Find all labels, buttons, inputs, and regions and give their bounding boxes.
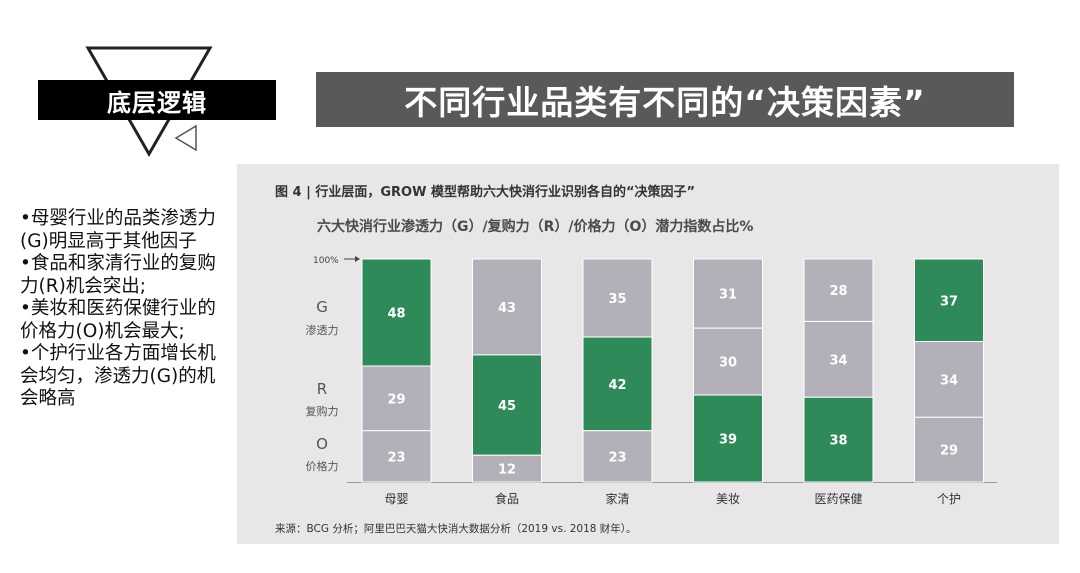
data-label: 48 (387, 307, 405, 322)
data-label: 31 (719, 288, 737, 303)
stacked-bar-chart: 100% 48 29 23 母婴 43 45 12 食品 35 42 23 家清 31 30 39 美妆 28 34… (306, 256, 997, 506)
data-label: 28 (829, 284, 847, 299)
bar-segment (582, 258, 653, 338)
series-label: 复购力 (306, 404, 339, 418)
series-label: 价格力 (306, 459, 339, 473)
bar-segment (361, 258, 432, 367)
series-letter: G (316, 298, 328, 316)
bar-segment (914, 416, 984, 483)
chart-figure: 图 4 | 行业层面，GROW 模型帮助六大快消行业识别各自的“决策因子” 六大… (237, 164, 1059, 544)
note-item: •个护行业各方面增长机会均匀，渗透力(G)的机会略高 (20, 343, 216, 409)
bar-segment (803, 396, 874, 483)
bar-segment (693, 394, 763, 483)
bar-segment (693, 327, 763, 396)
notes-panel: •母婴行业的品类渗透力(G)明显高于其他因子 •食品和家清行业的复购力(R)机会… (20, 208, 220, 411)
section-badge: 底层逻辑 (38, 80, 276, 120)
category-label: 医药保健 (814, 492, 862, 506)
note-item: •母婴行业的品类渗透力(G)明显高于其他因子 (20, 208, 216, 252)
data-label: 29 (940, 444, 958, 459)
bar-segment (472, 454, 542, 483)
data-label: 34 (940, 373, 958, 388)
figure-source: 来源：BCG 分析；阿里巴巴天猫大快消大数据分析（2019 vs. 2018 财… (275, 523, 637, 535)
note-item: •美妆和医药保健行业的价格力(O)机会最大; (20, 298, 216, 342)
figure-title: 图 4 | 行业层面，GROW 模型帮助六大快消行业识别各自的“决策因子” (275, 185, 696, 200)
category-label: 美妆 (716, 492, 740, 506)
bar-segment (914, 341, 984, 418)
top-marker-arrowhead (355, 256, 360, 262)
data-label: 45 (498, 399, 516, 414)
data-label: 34 (829, 353, 847, 368)
series-label: 渗透力 (306, 323, 339, 337)
page-title: 不同行业品类有不同的“决策因素” (316, 72, 1014, 127)
series-letter: O (316, 435, 328, 453)
note-item: •食品和家清行业的复购力(R)机会突出; (20, 253, 216, 297)
bar-segment (803, 258, 874, 322)
bar-segment (803, 320, 874, 398)
chart-title: 六大快消行业渗透力（G）/复购力（R）/价格力（O）潜力指数占比% (317, 219, 754, 235)
bar-segment (582, 336, 653, 432)
data-label: 39 (719, 433, 737, 448)
category-label: 食品 (495, 491, 519, 506)
data-label: 30 (719, 356, 737, 371)
data-label: 42 (608, 378, 626, 393)
data-label: 43 (498, 301, 516, 316)
bar-segment (914, 258, 984, 343)
data-label: 35 (608, 292, 626, 307)
category-label: 个护 (937, 492, 961, 506)
data-label: 12 (498, 463, 516, 478)
top-marker-label: 100% (313, 256, 339, 266)
category-label: 母婴 (384, 492, 408, 506)
data-label: 23 (608, 450, 626, 465)
data-label: 37 (940, 294, 958, 309)
category-label: 家清 (605, 491, 629, 506)
data-label: 38 (829, 434, 847, 449)
data-label: 23 (387, 450, 405, 465)
bar-segment (361, 365, 432, 432)
bar-segment (582, 430, 653, 483)
series-letter: R (317, 380, 327, 398)
bar-segment (361, 430, 432, 483)
data-label: 29 (387, 392, 405, 407)
